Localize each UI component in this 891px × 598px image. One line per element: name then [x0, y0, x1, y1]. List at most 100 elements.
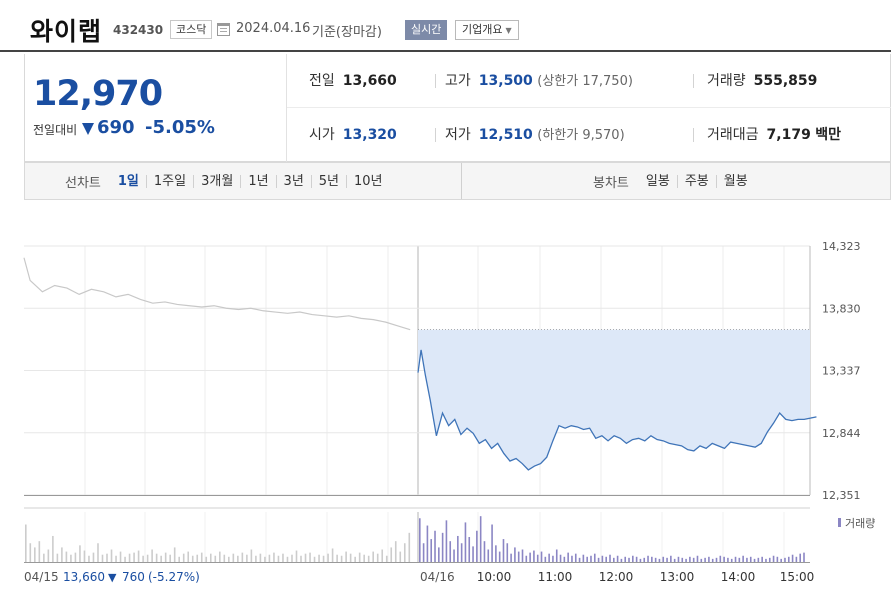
- volume-bar-prev: [133, 552, 135, 562]
- volume-bar-prev: [372, 551, 374, 562]
- volume-bar-today: [567, 552, 569, 562]
- volume-bar-today: [468, 537, 471, 562]
- volume-bar-prev: [219, 551, 221, 562]
- volume-bar-today: [639, 558, 642, 562]
- high-label: 고가: [445, 73, 471, 89]
- volume-bar-prev: [97, 543, 99, 562]
- volume-bar-today: [780, 558, 782, 562]
- prev-close-label: 전일: [309, 73, 335, 89]
- volume-bar-today: [761, 556, 763, 562]
- upper-limit: (상한가 17,750): [537, 74, 633, 89]
- volume-bar-prev: [173, 547, 176, 562]
- candle-chart-tabs: 봉차트 일봉 주봉 월봉: [593, 163, 755, 199]
- chart-tabs: 선차트 1일 1주일 3개월 1년 3년 5년 10년 봉차트 일봉 주봉 월봉: [24, 162, 891, 200]
- volume-bar-prev: [408, 532, 411, 562]
- tab-line-3[interactable]: 1년: [240, 174, 275, 188]
- change-percent: -5.05%: [145, 117, 215, 138]
- volume-bar-today: [658, 558, 661, 562]
- volume-bar-prev: [151, 549, 153, 562]
- volume-bar-today: [757, 557, 760, 562]
- tab-candle-1[interactable]: 주봉: [676, 174, 716, 188]
- volume-bar-prev: [214, 555, 217, 562]
- tab-line-2[interactable]: 3개월: [193, 174, 240, 188]
- volume-bar-today: [495, 545, 497, 562]
- volume-bar-today: [635, 556, 638, 562]
- volume-bar-today: [734, 556, 737, 562]
- x-tick-label: 14:00: [721, 570, 756, 584]
- volume-bar-prev: [394, 541, 397, 562]
- volume-bar-today: [483, 541, 486, 562]
- volume-bar-today: [700, 558, 703, 562]
- volume-bar-today: [536, 554, 539, 562]
- volume-bar-prev: [196, 554, 199, 562]
- volume-bar-prev: [313, 556, 316, 562]
- volume-bar-prev: [300, 555, 302, 562]
- volume-bar-today: [457, 535, 459, 562]
- volume-bar-prev: [399, 551, 402, 562]
- volume-bar-today: [529, 552, 531, 562]
- volume-bar-today: [445, 520, 448, 562]
- volume-bar-today: [787, 556, 790, 562]
- page-header: 와이랩 432430 코스닥 2024.04.16 기준(장마감) 실시간 기업…: [0, 0, 891, 52]
- volume-bar-prev: [119, 551, 122, 562]
- volume-bar-today: [651, 556, 653, 562]
- volume-bar-prev: [47, 549, 50, 562]
- tab-line-6[interactable]: 10년: [346, 174, 390, 188]
- tab-candle-0[interactable]: 일봉: [645, 173, 670, 189]
- volume-bar-prev: [336, 554, 338, 562]
- volume-bar-today: [613, 557, 615, 562]
- volume-bar-prev: [142, 555, 144, 562]
- volume-bar-today: [727, 557, 729, 562]
- volume-bar-prev: [25, 524, 27, 562]
- volume-bar-prev: [367, 555, 370, 562]
- volume-bar-today: [715, 557, 718, 562]
- volume-bar-today: [670, 555, 672, 562]
- upper-limit-label: 상한가: [542, 74, 579, 89]
- volume-bar-prev: [327, 553, 329, 562]
- low-value: 12,510: [478, 127, 533, 143]
- volume-bar-prev: [264, 556, 266, 562]
- volume-bar-prev: [228, 556, 230, 562]
- lower-limit: (하한가 9,570): [537, 128, 625, 143]
- volume-bar-prev: [88, 555, 90, 562]
- volume-bar-today: [692, 557, 695, 562]
- company-overview-dropdown[interactable]: 기업개요 ▼: [455, 20, 519, 40]
- volume-bar-today: [746, 557, 748, 562]
- as-of-suffix: 기준(장마감): [312, 25, 382, 40]
- x-tick-label: 10:00: [477, 570, 512, 584]
- prev-day-close-label: 13,660: [63, 570, 105, 584]
- volume-bar-today: [597, 557, 600, 562]
- volume-bar-prev: [124, 556, 126, 562]
- volume-bar-today: [540, 551, 543, 562]
- low-label: 저가: [445, 127, 471, 143]
- volume-bar-today: [689, 556, 691, 562]
- volume-bar-today: [696, 555, 699, 562]
- tab-line-0[interactable]: 1일: [117, 173, 139, 189]
- realtime-button[interactable]: 실시간: [405, 20, 448, 40]
- divider: [435, 128, 436, 142]
- volume-bar-prev: [61, 547, 63, 562]
- series-prev-day-line: [23, 257, 411, 331]
- volume-bar-prev: [268, 554, 271, 562]
- y-tick-label: 13,337: [822, 365, 861, 378]
- volume-bar-today: [449, 541, 452, 562]
- volume-legend-label: 거래량: [845, 517, 875, 530]
- volume-bar-today: [514, 547, 516, 562]
- tab-line-1[interactable]: 1주일: [145, 174, 193, 188]
- volume-bar-prev: [304, 553, 307, 562]
- tab-candle-2[interactable]: 월봉: [715, 174, 755, 188]
- volume-bar-prev: [92, 552, 95, 562]
- tab-line-4[interactable]: 3년: [275, 174, 311, 188]
- intraday-price-chart: 14,323 13,830 13,337 12,844 12,351 거래량 04/15 13…: [23, 240, 875, 584]
- volume-bar-prev: [74, 552, 77, 562]
- volume-bar-today: [708, 556, 710, 562]
- volume-bar-prev: [115, 555, 117, 562]
- tab-line-5[interactable]: 5년: [310, 174, 346, 188]
- quote-row-1: 전일 13,660 고가 13,500 (상한가 17,750) 거래량 555,85…: [287, 54, 891, 108]
- volume-bar-prev: [345, 551, 347, 562]
- volume-bar-today: [502, 539, 505, 562]
- amount-value: 7,179: [766, 127, 811, 143]
- volume-bar-prev: [160, 555, 162, 562]
- volume-bar-today: [533, 550, 535, 562]
- volume-bar-today: [765, 558, 767, 562]
